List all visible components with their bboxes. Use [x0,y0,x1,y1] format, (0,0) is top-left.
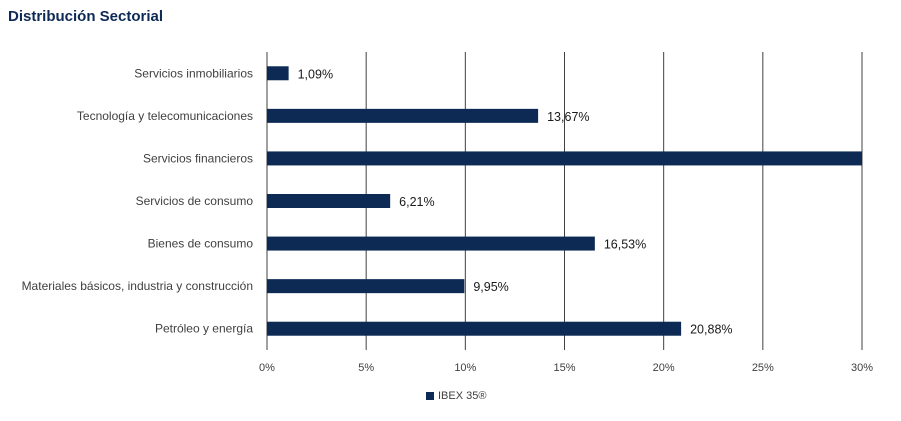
x-tick-label: 5% [358,362,374,374]
x-tick-label: 10% [454,362,476,374]
bar [267,321,682,336]
category-label: Servicios de consumo [136,194,254,208]
x-tick-label: 20% [653,362,675,374]
bar [267,279,465,294]
category-label: Materiales básicos, industria y construc… [22,279,253,293]
category-label: Bienes de consumo [148,237,254,251]
bar [267,66,289,81]
x-tick-label: 30% [851,362,873,374]
data-label: 16,53% [604,238,646,252]
bar [267,194,391,208]
bar [267,236,595,251]
x-tick-label: 15% [553,362,575,374]
x-tick-label: 0% [259,362,275,374]
data-label: 20,88% [690,323,732,337]
bar [267,151,862,166]
data-label: 13,67% [547,110,589,124]
data-label: 1,09% [298,67,333,81]
category-label: Servicios inmobiliarios [134,66,253,80]
category-label: Petróleo y energía [155,322,253,336]
category-label: Tecnología y telecomunicaciones [77,109,253,123]
data-label: 9,95% [473,280,508,294]
chart-title: Distribución Sectorial [8,8,164,25]
legend-label: IBEX 35® [438,390,487,402]
category-label: Servicios financieros [143,151,253,165]
legend: IBEX 35® [426,390,486,402]
data-label: 6,21% [399,195,434,209]
x-tick-label: 25% [752,362,774,374]
legend-swatch [426,392,434,400]
bar [267,108,539,123]
